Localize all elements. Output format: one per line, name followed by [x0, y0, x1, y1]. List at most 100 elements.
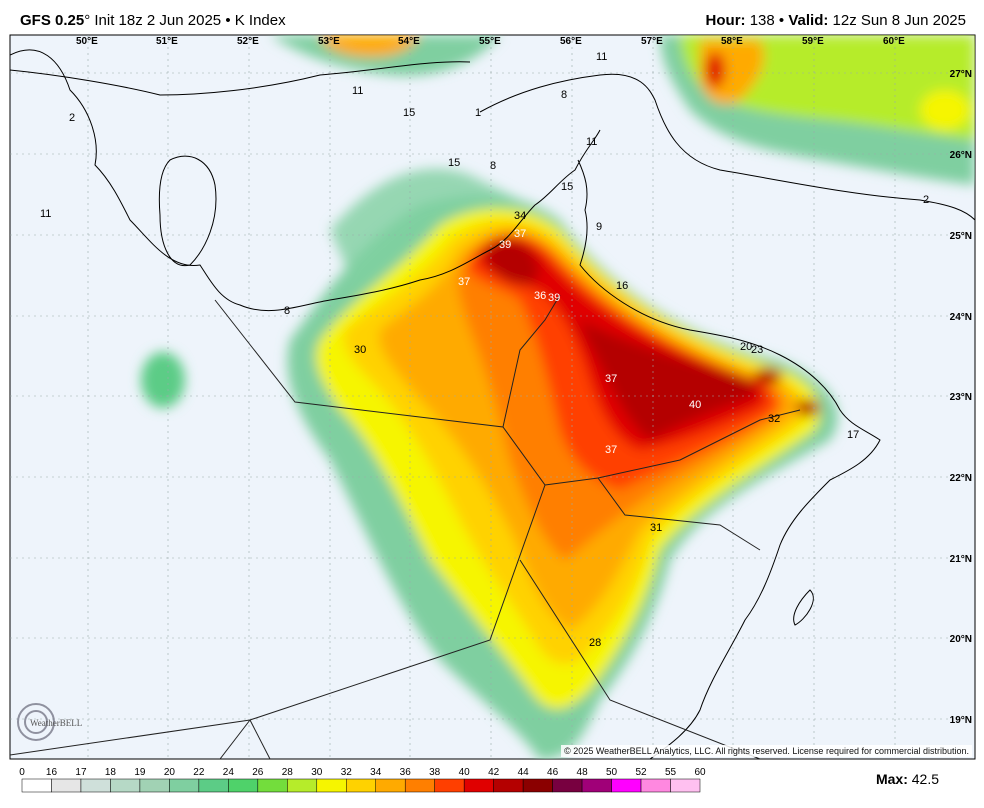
graticule [10, 35, 975, 759]
legend-swatch [316, 778, 347, 793]
longitude-labels: 50°E 51°E 52°E 53°E 54°E 55°E 56°E 57°E … [76, 36, 905, 47]
lat-label: 23°N [950, 392, 972, 403]
product-name: K Index [234, 12, 286, 29]
legend-tick-label: 22 [193, 767, 205, 778]
legend-swatch [463, 778, 494, 793]
legend-tick-label: 0 [19, 767, 25, 778]
lon-label: 52°E [237, 36, 259, 47]
lat-label: 24°N [950, 312, 972, 323]
legend-tick-label: 42 [488, 767, 500, 778]
contour-value: 40 [689, 399, 701, 411]
legend-tick-label: 60 [694, 767, 706, 778]
init-time: Init 18z 2 Jun 2025 [94, 12, 222, 29]
legend-tick-label: 55 [665, 767, 677, 778]
legend-tick-label: 20 [164, 767, 176, 778]
contour-value: 39 [548, 292, 560, 304]
contour-value: 23 [751, 344, 763, 356]
contour-value: 8 [490, 160, 496, 172]
legend-tick-label: 32 [341, 767, 353, 778]
legend-swatch [21, 778, 52, 793]
lon-label: 54°E [398, 36, 420, 47]
legend-swatch [640, 778, 671, 793]
legend-swatch [346, 778, 376, 793]
legend-swatch [375, 778, 406, 793]
contour-value: 15 [561, 181, 573, 193]
legend-tick-label: 28 [282, 767, 294, 778]
contour-value: 11 [352, 85, 363, 97]
degree-symbol: ° [84, 12, 91, 29]
contour-value: 30 [354, 344, 366, 356]
legend-swatches [21, 778, 701, 793]
lon-label: 59°E [802, 36, 824, 47]
lon-label: 58°E [721, 36, 743, 47]
contour-value: 34 [514, 210, 526, 222]
legend-tick-label: 34 [370, 767, 382, 778]
legend-tick-label: 26 [252, 767, 264, 778]
hour-value: 138 [749, 12, 775, 29]
contour-value: 28 [589, 637, 601, 649]
header-bullet: • [778, 12, 785, 29]
contour-value: 36 [534, 290, 546, 302]
valid-time-header: Hour: 138 • Valid: 12z Sun 8 Jun 2025 [706, 12, 966, 29]
lat-label: 26°N [950, 150, 972, 161]
legend-swatch [581, 778, 612, 793]
contour-value: 31 [650, 522, 662, 534]
legend-swatch [110, 778, 141, 793]
contour-value: 37 [605, 444, 617, 456]
lat-label: 20°N [950, 634, 972, 645]
legend-swatch [670, 778, 701, 793]
legend-tick-label: 48 [577, 767, 589, 778]
contour-value: 11 [586, 136, 597, 148]
max-label: Max: [875, 771, 908, 787]
contour-labels: 2 11 8 11 15 1 8 11 15 8 15 11 34 37 39 … [40, 51, 929, 649]
logo-text: WeatherBELL [30, 718, 82, 728]
legend-ticks: 0 16 17 18 19 20 22 24 26 28 30 32 34 36 38 40 42 44 46 48 5… [19, 767, 706, 778]
lat-label: 21°N [950, 554, 972, 565]
contour-value: 11 [40, 208, 51, 220]
contour-value: 2 [69, 112, 75, 124]
contour-value: 37 [605, 373, 617, 385]
legend-tick-label: 24 [223, 767, 235, 778]
legend-swatch [552, 778, 583, 793]
contour-value: 11 [596, 51, 607, 63]
legend-tick-label: 17 [75, 767, 87, 778]
legend-swatch [611, 778, 642, 793]
legend-swatch [51, 778, 82, 793]
legend-tick-label: 19 [134, 767, 146, 778]
max-value-box: Max: 42.5 [876, 771, 939, 787]
legend-swatch [198, 778, 229, 793]
lon-label: 53°E [318, 36, 340, 47]
model-name: GFS 0.25 [20, 12, 85, 29]
map-title: GFS 0.25° Init 18z 2 Jun 2025 • K Index [20, 12, 286, 29]
max-value: 42.5 [911, 771, 939, 787]
valid-value: 12z Sun 8 Jun 2025 [832, 12, 966, 29]
legend-swatch [404, 778, 435, 793]
contour-value: 20 [740, 341, 752, 353]
contour-value: 1 [475, 107, 481, 119]
legend-tick-label: 52 [635, 767, 647, 778]
contour-value: 9 [596, 221, 602, 233]
lon-label: 50°E [76, 36, 98, 47]
title-bullet: • [225, 12, 231, 29]
lat-label: 22°N [950, 473, 972, 484]
legend-tick-label: 40 [459, 767, 471, 778]
legend-tick-label: 16 [46, 767, 58, 778]
lon-label: 56°E [560, 36, 582, 47]
legend-tick-label: 46 [547, 767, 559, 778]
contour-value: 37 [514, 228, 526, 240]
legend-swatch [287, 778, 318, 793]
contour-value: 16 [616, 280, 628, 292]
contour-value: 2 [923, 194, 929, 206]
valid-label: Valid: [788, 12, 829, 29]
legend-tick-label: 50 [606, 767, 618, 778]
legend-swatch [493, 778, 524, 793]
country-borders [10, 294, 801, 759]
weatherbell-logo: WeatherBELL [14, 700, 98, 744]
latitude-labels: 27°N 26°N 25°N 24°N 23°N 22°N 21°N 20°N … [950, 69, 972, 726]
contour-value: 39 [499, 239, 511, 251]
contour-value: 8 [284, 305, 290, 317]
legend-swatch [169, 778, 200, 793]
lon-label: 57°E [641, 36, 663, 47]
legend-tick-label: 38 [429, 767, 441, 778]
lon-label: 60°E [883, 36, 905, 47]
